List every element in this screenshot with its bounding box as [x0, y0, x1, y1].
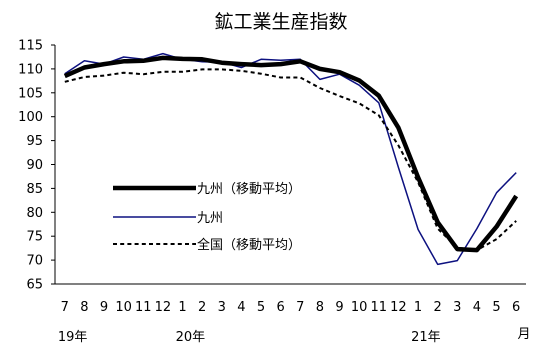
legend-label: 全国（移動平均）	[197, 237, 301, 253]
x-tick-label: 4	[237, 300, 245, 315]
x-tick-label: 9	[335, 300, 343, 315]
year-label: 20年	[176, 330, 206, 345]
x-tick-label: 5	[257, 300, 265, 315]
legend-label: 九州	[197, 211, 223, 226]
x-tick-label: 9	[100, 300, 108, 315]
x-tick-label: 12	[155, 300, 172, 315]
x-tick-label: 11	[135, 300, 152, 315]
x-tick-label: 2	[198, 300, 206, 315]
x-tick-label: 4	[473, 300, 481, 315]
y-tick-label: 70	[26, 254, 43, 269]
x-tick-label: 12	[390, 300, 407, 315]
x-tick-label: 3	[218, 300, 226, 315]
x-tick-label: 8	[316, 300, 324, 315]
y-tick-label: 75	[26, 230, 43, 245]
x-axis: 7 8 9 10 11 12 1 2 3 4 5 6 7 8 9 10 11 12 1 2 3 4 5 619年 20年 21年月	[58, 300, 531, 345]
y-tick-label: 110	[18, 62, 43, 77]
x-tick-label: 3	[453, 300, 461, 315]
y-tick-label: 85	[26, 182, 43, 197]
x-tick-label: 6	[512, 300, 520, 315]
x-tick-label: 11	[371, 300, 388, 315]
legend-label: 九州（移動平均）	[197, 182, 301, 197]
x-tick-label: 1	[414, 300, 422, 315]
x-tick-label: 2	[434, 300, 442, 315]
x-tick-label: 6	[277, 300, 285, 315]
y-tick-label: 90	[26, 158, 43, 173]
year-label: 19年	[58, 330, 88, 345]
y-tick-label: 65	[26, 278, 43, 293]
chart-title: 鉱工業生産指数	[214, 11, 347, 33]
x-tick-label: 10	[115, 300, 132, 315]
year-label: 21年	[411, 330, 441, 345]
series-layer	[63, 52, 519, 266]
y-tick-label: 95	[26, 134, 43, 149]
y-tick-label: 80	[26, 206, 43, 221]
x-tick-label: 8	[80, 300, 88, 315]
x-tick-label: 5	[492, 300, 500, 315]
y-axis: 65 70 75 80 85 90 95 100 105 110 115	[18, 39, 55, 293]
x-unit-label: 月	[517, 327, 530, 342]
series-line	[63, 55, 519, 253]
y-tick-label: 100	[18, 110, 43, 125]
x-tick-label: 1	[178, 300, 186, 315]
x-tick-label: 7	[296, 300, 304, 315]
x-tick-label: 10	[351, 300, 368, 315]
y-tick-label: 115	[18, 39, 43, 54]
series-line	[64, 52, 517, 266]
x-tick-label: 7	[61, 300, 69, 315]
series-line	[64, 68, 517, 252]
y-tick-label: 105	[18, 86, 43, 101]
